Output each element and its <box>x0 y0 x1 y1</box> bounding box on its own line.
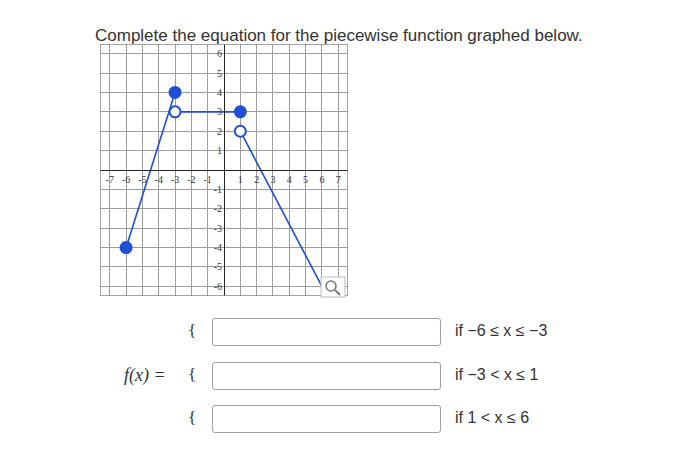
svg-text:1: 1 <box>217 145 222 156</box>
svg-text:2: 2 <box>254 174 259 185</box>
svg-text:-2: -2 <box>187 174 195 185</box>
svg-text:-1: -1 <box>214 184 222 195</box>
svg-text:3: 3 <box>217 106 222 117</box>
svg-text:-1: -1 <box>204 174 212 185</box>
svg-text:4: 4 <box>217 87 222 98</box>
html-text:if 1 < x ≤ 6: if 1 < x ≤ 6 <box>455 409 530 426</box>
html-text:if −3 < x ≤ 1: if −3 < x ≤ 1 <box>455 366 539 383</box>
svg-text:-2: -2 <box>214 203 222 214</box>
svg-text:-5: -5 <box>214 261 222 272</box>
svg-text:-6: -6 <box>122 174 130 185</box>
svg-text:7: 7 <box>336 174 341 185</box>
svg-text:-3: -3 <box>214 223 222 234</box>
svg-text:-4: -4 <box>155 174 163 185</box>
svg-text:3: 3 <box>270 174 275 185</box>
svg-text:-4: -4 <box>214 242 222 253</box>
svg-text:4: 4 <box>287 174 292 185</box>
svg-text:6: 6 <box>319 174 324 185</box>
svg-text:-6: -6 <box>214 281 222 292</box>
html-text:f(x) =: f(x) = <box>124 365 166 385</box>
svg-text:5: 5 <box>217 68 222 79</box>
svg-text:2: 2 <box>217 126 222 137</box>
svg-text:5: 5 <box>303 174 308 185</box>
html-text:Complete the equation for the: Complete the equation for the piecewise … <box>95 26 583 45</box>
svg-text:6: 6 <box>217 48 222 59</box>
svg-text:-7: -7 <box>106 174 114 185</box>
svg-text:1: 1 <box>238 174 243 185</box>
html-text:if −6 ≤ x ≤ −3: if −6 ≤ x ≤ −3 <box>455 322 548 339</box>
svg-text:-5: -5 <box>138 174 146 185</box>
svg-text:-3: -3 <box>171 174 179 185</box>
